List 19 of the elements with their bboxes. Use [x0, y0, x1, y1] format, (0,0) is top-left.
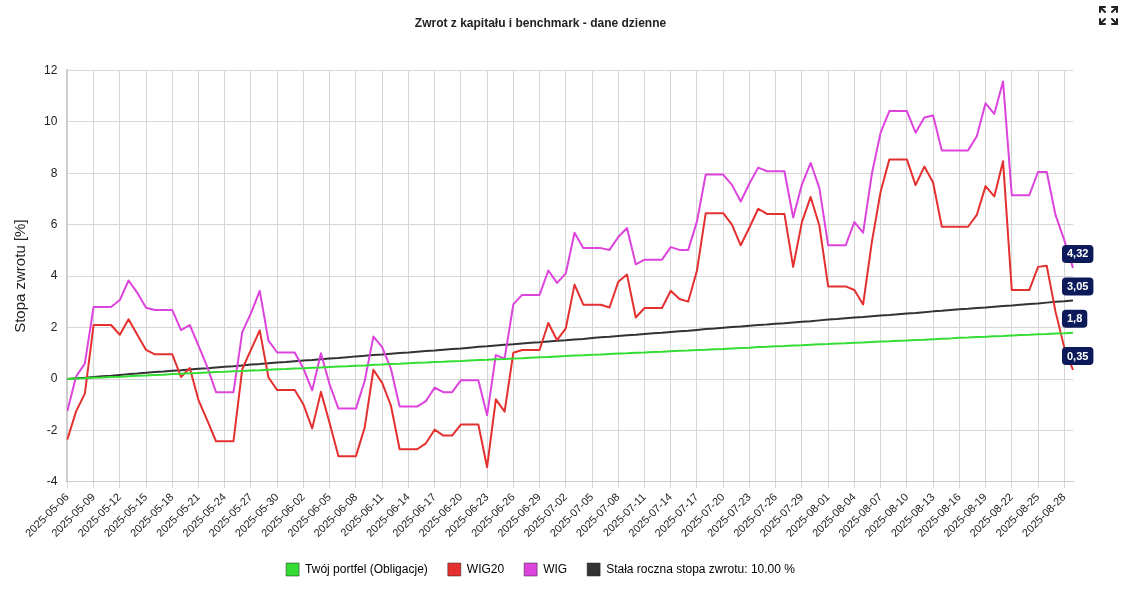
- legend-label: WIG20: [466, 561, 505, 576]
- y-tick-label: 0: [50, 371, 58, 386]
- y-tick-label: 10: [43, 114, 58, 129]
- y-tick-label: -4: [46, 474, 58, 489]
- y-tick-label: 4: [50, 268, 58, 283]
- y-tick-label: 12: [43, 62, 58, 77]
- legend-label: Twój portfel (Obligacje): [305, 561, 428, 576]
- y-axis-title: Stopa zwrotu [%]: [11, 219, 29, 333]
- legend-label: Stała roczna stopa zwrotu: 10.00 %: [606, 561, 796, 576]
- y-tick-label: 8: [50, 165, 58, 180]
- y-tick-label: 2: [50, 319, 58, 334]
- data-label: 1,8: [1067, 312, 1083, 325]
- chart-title: Zwrot z kapitału i benchmark - dane dzienne: [414, 15, 667, 30]
- data-label: 3,05: [1066, 280, 1089, 293]
- y-tick-label: 6: [50, 217, 58, 232]
- y-tick-label: -2: [46, 422, 58, 437]
- legend-label: WIG: [543, 561, 568, 576]
- data-label: 0,35: [1066, 349, 1089, 362]
- data-label: 4,32: [1066, 247, 1089, 260]
